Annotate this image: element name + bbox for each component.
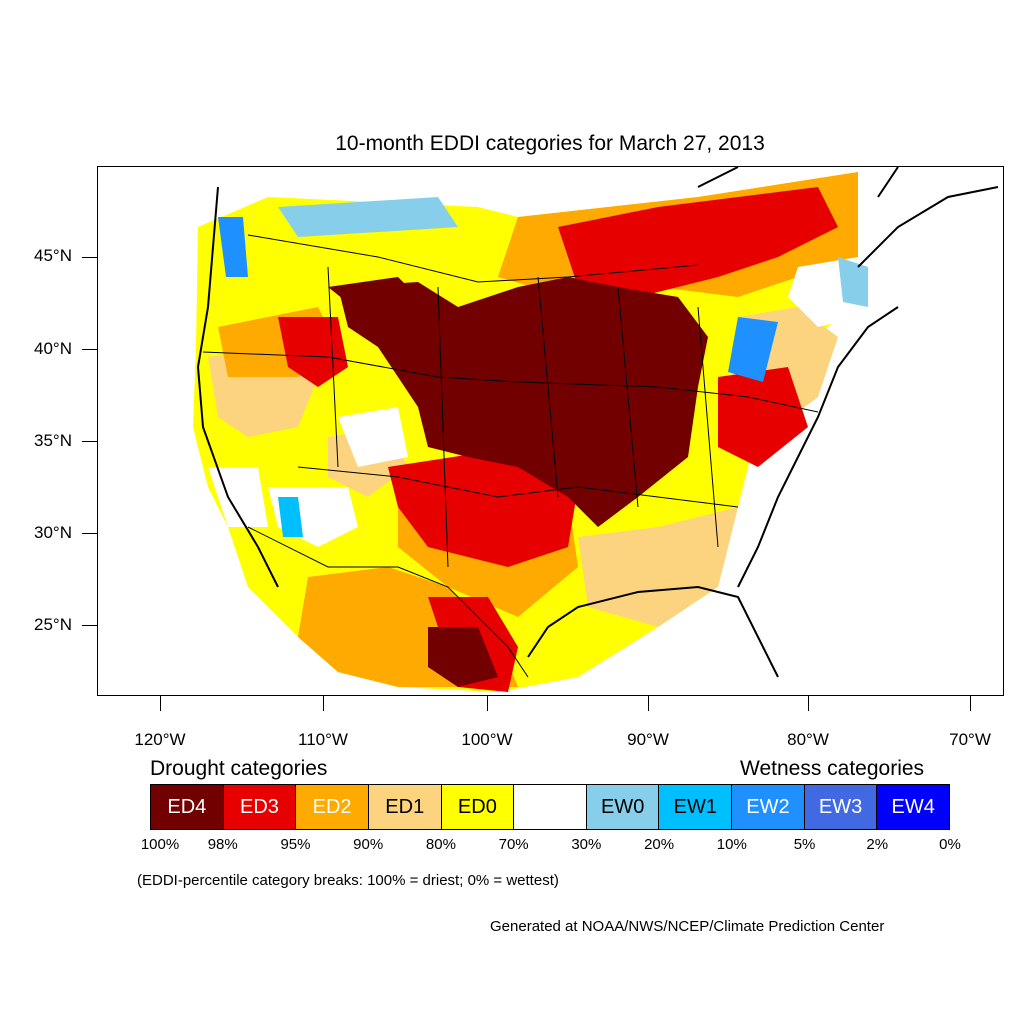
region-normal-central [338,407,408,467]
lon-label-120: 120°W [134,730,186,749]
break-label: 100% [140,836,180,853]
legend-cell-ew0: EW0 [586,785,660,829]
category-note: (EDDI-percentile category breaks: 100% =… [137,872,559,889]
lat-label-35: 35°N [34,431,72,450]
lat-label-40: 40°N [34,339,72,358]
break-label: 20% [644,836,675,853]
legend-cell-ew4: EW4 [877,785,950,829]
break-label: 0% [939,836,961,853]
region-ew-northwest [218,217,248,277]
break-label: 98% [207,836,238,853]
lon-tick [808,696,809,711]
break-label: 2% [866,836,889,853]
region-ed3-east [718,367,808,467]
legend-cell-ed2: ED2 [296,785,369,829]
region-ew-north-dots [278,197,458,237]
legend-cell-ed0: ED0 [441,785,515,829]
lat-tick [82,625,97,626]
map-plot-area [97,166,1004,696]
lat-label-45: 45°N [34,246,72,265]
break-label: 10% [716,836,747,853]
break-label: 5% [793,836,816,853]
lon-label-110: 110°W [298,730,348,749]
lat-label-25: 25°N [34,615,72,634]
region-ew-west-coast [278,497,303,537]
legend-cell-normal [514,785,587,829]
lon-tick [323,696,324,711]
legend-cell-ed3: ED3 [223,785,297,829]
legend-cell-ed4: ED4 [151,785,224,829]
lat-label-30: 30°N [34,523,72,542]
lat-tick [82,441,97,442]
state-boundaries [202,234,819,678]
break-label: 30% [571,836,602,853]
legend-cell-ew2: EW2 [732,785,805,829]
break-label: 90% [353,836,384,853]
lon-tick [970,696,971,711]
lat-tick [82,533,97,534]
lat-tick [82,257,97,258]
legend-cell-ew1: EW1 [659,785,733,829]
break-label: 70% [498,836,529,853]
map-title: 10-month EDDI categories for March 27, 2… [335,132,765,155]
region-ed4-core [338,277,708,527]
lon-label-80: 80°W [787,730,829,749]
lon-tick [648,696,649,711]
legend-cell-ed1: ED1 [368,785,442,829]
lon-tick [160,696,161,711]
lon-label-70: 70°W [949,730,991,749]
eddi-map [193,167,999,692]
wetness-categories-heading: Wetness categories [740,757,925,780]
drought-categories-heading: Drought categories [150,757,328,780]
category-legend: ED4 ED3 ED2 ED1 ED0 EW0 EW1 EW2 EW3 EW4 [150,784,950,830]
lon-tick [487,696,488,711]
break-label: 80% [425,836,456,853]
region-ed3-plains [388,447,578,567]
lat-tick [82,349,97,350]
region-ed4-mexico [428,627,498,687]
region-ed4-north [328,277,428,327]
break-label: 95% [280,836,311,853]
coastlines [196,167,999,678]
region-ed3-north [558,187,838,297]
lon-label-90: 90°W [627,730,669,749]
credit-text: Generated at NOAA/NWS/NCEP/Climate Predi… [490,918,885,935]
lon-label-100: 100°W [461,730,513,749]
region-ew-greatlakes [728,317,778,382]
region-ew-northeast [838,257,868,307]
legend-cell-ew3: EW3 [804,785,878,829]
region-ed3-west [278,317,348,387]
